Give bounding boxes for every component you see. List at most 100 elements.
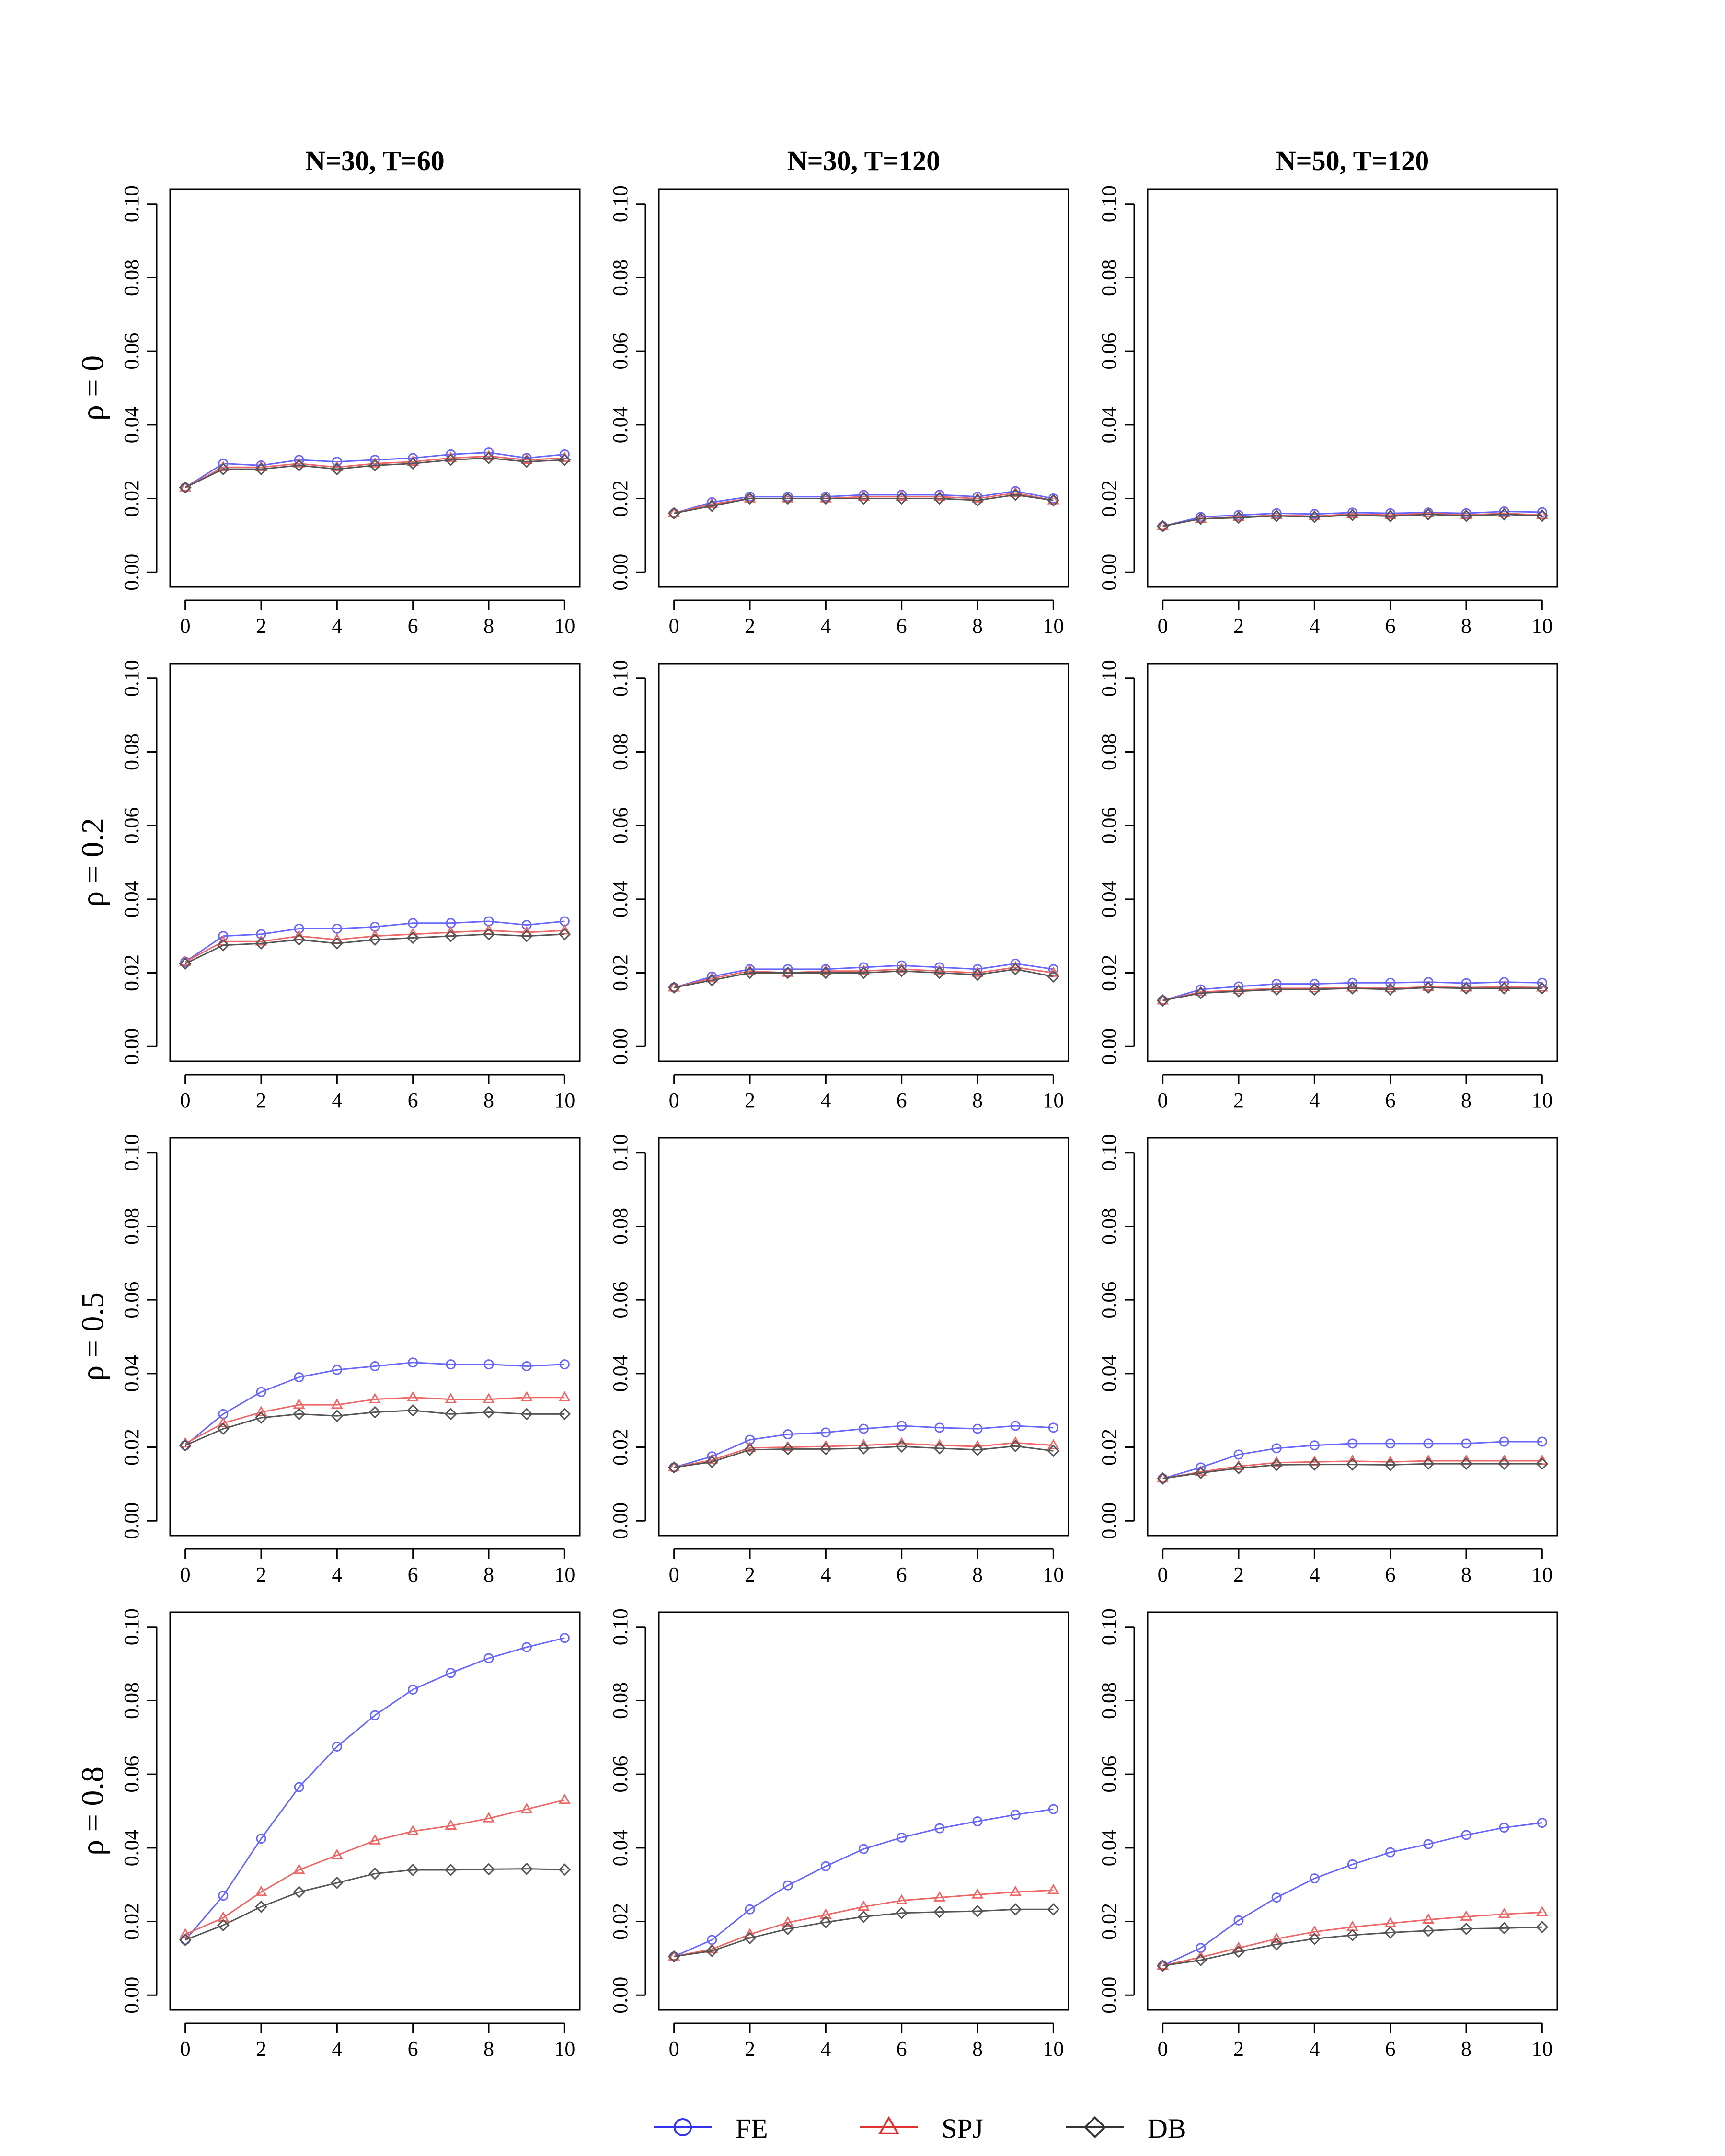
db-point <box>1194 986 1207 999</box>
y-tick-label: 0.02 <box>1097 954 1121 991</box>
fe-point <box>446 1668 456 1678</box>
fe-point <box>745 1904 755 1915</box>
spj-point <box>1422 1913 1435 1924</box>
db-point <box>782 492 794 505</box>
db-line <box>1162 1463 1542 1479</box>
legend-marker <box>1083 2116 1106 2139</box>
y-tick-label: 0.10 <box>1097 185 1121 222</box>
fe-point <box>408 918 418 929</box>
y-tick-label: 0.02 <box>609 1903 632 1940</box>
db-point <box>971 968 984 981</box>
db-point <box>1156 520 1169 533</box>
spj-line <box>184 1397 565 1445</box>
fe-point <box>1537 1436 1547 1447</box>
spj-point <box>1047 1883 1059 1894</box>
fe-point <box>1233 1449 1244 1460</box>
x-tick-label: 6 <box>408 2037 418 2061</box>
x-tick-label: 4 <box>1309 1563 1320 1586</box>
plot-frame <box>658 1611 1070 2011</box>
y-tick-label: 0.04 <box>1097 1829 1121 1866</box>
y-tick-label: 0.04 <box>609 881 632 917</box>
legend-item-db: DB <box>1066 2113 1186 2144</box>
x-tick-label: 6 <box>1385 614 1396 638</box>
fe-point <box>1385 977 1396 988</box>
db-point <box>1047 1903 1060 1916</box>
fe-point <box>521 1361 532 1371</box>
y-tick-label: 0.06 <box>609 1282 632 1319</box>
x-tick-label: 0 <box>1158 614 1168 638</box>
db-point <box>444 929 457 942</box>
db-point <box>971 494 984 507</box>
spj-point <box>293 1863 305 1874</box>
db-point <box>1156 994 1169 1007</box>
spj-line <box>1162 1911 1542 1967</box>
fe-point <box>1461 1830 1472 1840</box>
legend-item-fe: FE <box>654 2113 768 2144</box>
fe-point <box>820 1861 831 1871</box>
series-fe <box>669 1421 1058 1473</box>
x-tick-label: 6 <box>897 614 907 638</box>
x-tick-label: 0 <box>180 1089 191 1112</box>
fe-point <box>1499 1823 1509 1833</box>
spj-point <box>1195 512 1207 523</box>
fe-point <box>859 1844 869 1854</box>
y-tick-label: 0.00 <box>120 554 143 591</box>
fe-line <box>1162 1441 1542 1479</box>
y-tick-label: 0.08 <box>120 734 143 770</box>
y-tick-label: 0.06 <box>1097 333 1121 370</box>
series-db <box>667 488 1060 520</box>
db-point <box>217 463 230 475</box>
db-point <box>705 1456 718 1468</box>
db-point <box>1232 1462 1245 1475</box>
db-point <box>933 966 946 979</box>
db-point <box>1346 1929 1359 1941</box>
fe-point <box>1385 1438 1396 1449</box>
x-tick-label: 8 <box>483 2037 494 2061</box>
db-point <box>1308 511 1321 523</box>
x-tick-label: 0 <box>180 1563 191 1586</box>
db-point <box>217 1422 230 1435</box>
fe-point <box>332 457 342 467</box>
x-tick-label: 6 <box>897 1563 907 1586</box>
y-tick-label: 0.00 <box>609 1028 632 1065</box>
series-db <box>1156 508 1549 533</box>
y-tick-label: 0.08 <box>120 259 143 296</box>
x-tick-label: 10 <box>1531 2037 1552 2061</box>
y-tick-label: 0.10 <box>120 185 143 222</box>
y-tick-label: 0.00 <box>1097 1028 1121 1065</box>
y-tick-label: 0.04 <box>1097 881 1121 917</box>
db-point <box>406 1404 419 1417</box>
plot-frame <box>1147 1137 1558 1537</box>
db-point <box>705 500 718 512</box>
fe-line <box>1162 1822 1542 1967</box>
db-point <box>667 1461 680 1474</box>
fe-point <box>1271 1443 1282 1454</box>
db-point <box>520 455 533 468</box>
db-point <box>520 929 533 942</box>
panel-r3-c1: 0 2 4 6 8 10 0.00 0.02 0.04 0.06 0.08 0.10 <box>609 1608 1070 2061</box>
series-db <box>667 963 1060 994</box>
fe-point <box>972 1423 983 1434</box>
db-point <box>1194 1954 1207 1967</box>
x-tick-label: 8 <box>972 614 983 638</box>
x-tick-label: 2 <box>1233 2037 1244 2061</box>
y-tick-label: 0.10 <box>609 660 632 697</box>
fe-point <box>934 1823 945 1834</box>
fe-point <box>1309 509 1320 519</box>
y-tick-label: 0.06 <box>120 333 143 370</box>
y-tick-label: 0.02 <box>120 1903 143 1940</box>
x-tick-label: 6 <box>897 1089 907 1112</box>
legend-label: SPJ <box>942 2113 983 2144</box>
y-tick-label: 0.10 <box>1097 1134 1121 1171</box>
db-point <box>293 1408 306 1421</box>
series-spj <box>179 1391 571 1448</box>
spj-point <box>179 1928 192 1938</box>
db-point <box>406 457 419 470</box>
db-point <box>1009 1903 1022 1916</box>
series-db <box>179 928 571 970</box>
db-point <box>558 453 571 466</box>
fe-point <box>1461 1438 1472 1449</box>
spj-point <box>782 492 794 503</box>
row-label: ρ = 0.5 <box>75 1292 110 1381</box>
